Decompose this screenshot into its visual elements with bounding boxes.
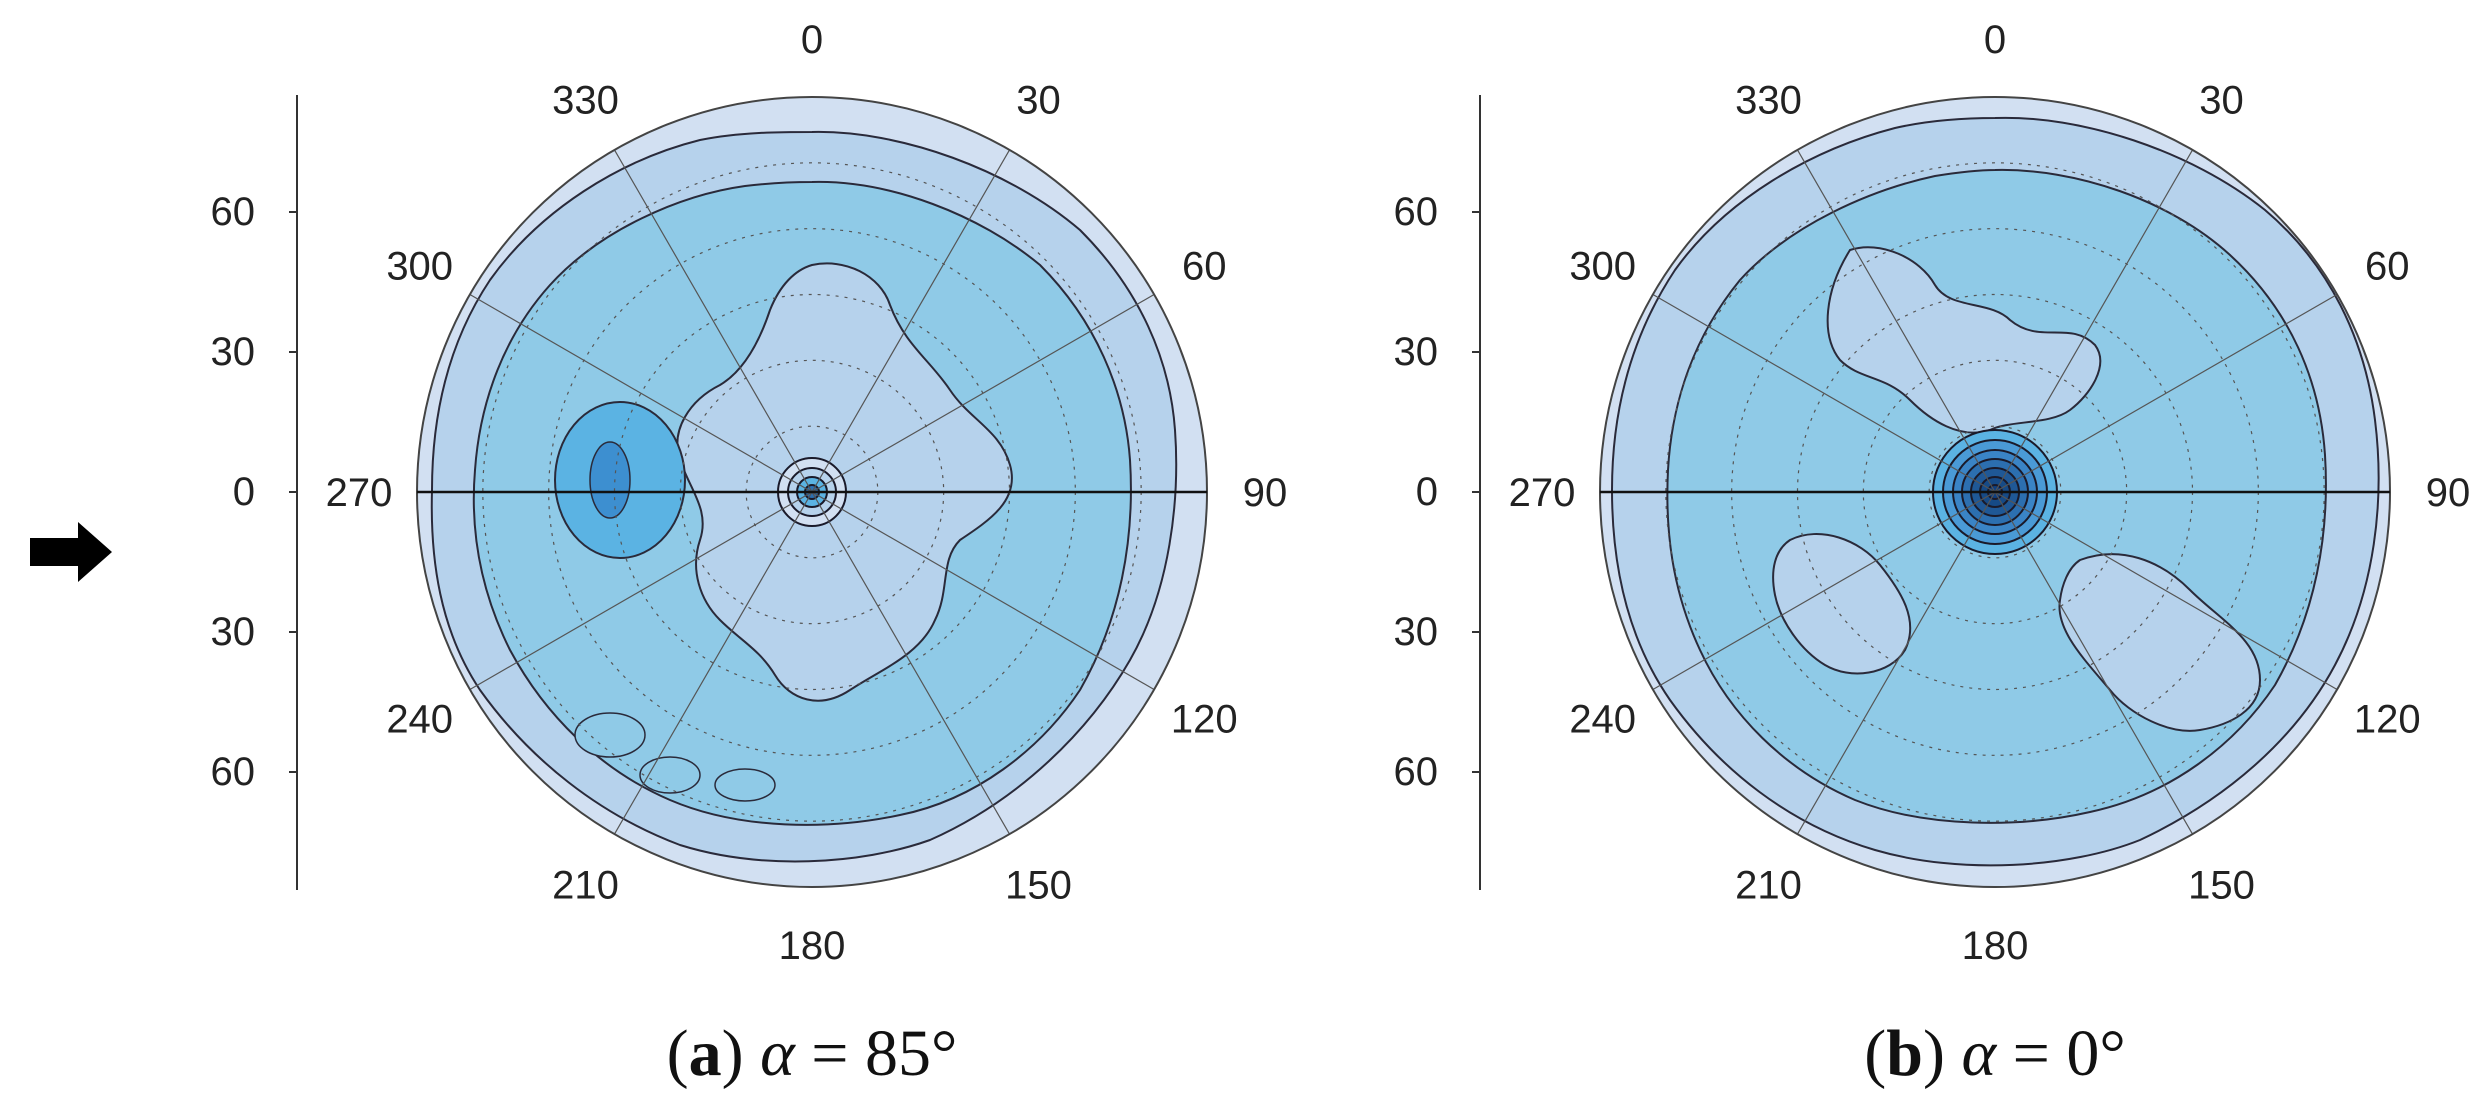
contour-blob-s	[714, 768, 776, 802]
angular-tick-label: 330	[552, 79, 619, 123]
grid-spoke	[1796, 149, 1996, 493]
contour-blob-sw	[574, 712, 646, 758]
angular-tick-label: 210	[552, 863, 619, 907]
radial-tick-label: 30	[211, 610, 256, 654]
grid-spoke	[1994, 149, 2194, 493]
caption-paren-close: )	[722, 1017, 760, 1090]
angular-tick-label: 270	[1509, 471, 1576, 515]
angular-tick-label: 60	[1182, 245, 1227, 289]
angular-tick-label: 300	[1569, 245, 1636, 289]
angular-tick-label: 180	[779, 924, 846, 968]
angular-tick-label: 30	[2199, 79, 2244, 123]
radial-tick-label: 60	[211, 750, 256, 794]
polar-chart-b: 60 30 0 30 60	[1394, 18, 2471, 1090]
contour-blob-ssw	[639, 756, 701, 794]
grid-spoke	[469, 293, 813, 493]
angular-tick-label: 210	[1735, 863, 1802, 907]
polar-chart-a: 60 30 0 30 60	[211, 18, 1288, 1090]
contour-blob-270-core	[589, 441, 631, 519]
angular-tick-label: 240	[1569, 698, 1636, 742]
grid-spoke	[613, 491, 813, 835]
angular-ticks: 0 30 60 90 120 150 180 210 240 270 300 330	[1509, 18, 2471, 968]
angular-tick-label: 180	[1962, 924, 2029, 968]
angular-tick-label: 90	[1243, 471, 1288, 515]
angular-tick-label: 60	[2365, 245, 2410, 289]
angular-tick-label: 330	[1735, 79, 1802, 123]
angular-tick-label: 300	[386, 245, 453, 289]
radial-ticks: 60 30 0 30 60	[1394, 190, 1480, 794]
caption-rest: = 85°	[795, 1017, 958, 1090]
grid-spoke	[811, 149, 1011, 493]
angular-ticks: 0 30 60 90 120 150 180 210 240 270 300 330	[326, 18, 1288, 968]
grid-spoke	[1652, 293, 1996, 493]
angular-tick-label: 120	[1171, 698, 1238, 742]
grid-spoke	[811, 491, 1011, 835]
grid-spoke	[1994, 293, 2338, 493]
angular-tick-label: 30	[1016, 79, 1061, 123]
angular-tick-label: 0	[1984, 18, 2006, 62]
contour-level-1-se	[2058, 553, 2262, 732]
angular-tick-label: 90	[2426, 471, 2471, 515]
angular-tick-label: 120	[2354, 698, 2421, 742]
grid-spoke	[1994, 491, 2194, 835]
angular-tick-label: 150	[1005, 863, 1072, 907]
grid-spoke	[1994, 491, 2338, 691]
radial-ticks: 60 30 0 30 60	[211, 190, 297, 794]
angular-tick-label: 0	[801, 18, 823, 62]
grid-spoke	[811, 491, 1155, 691]
radial-tick-label: 30	[1394, 330, 1439, 374]
grid-spoke	[469, 491, 813, 691]
angular-tick-label: 270	[326, 471, 393, 515]
grid-spoke	[1796, 491, 1996, 835]
radial-tick-label: 30	[1394, 610, 1439, 654]
radial-tick-label: 30	[211, 330, 256, 374]
radial-tick-label: 60	[1394, 190, 1439, 234]
caption-symbol: α	[1961, 1017, 1997, 1090]
right-arrow-icon	[30, 522, 112, 582]
caption-letter: a	[689, 1017, 722, 1090]
radial-tick-label: 60	[1394, 750, 1439, 794]
radial-tick-label: 0	[233, 470, 255, 514]
radial-tick-label: 0	[1416, 470, 1438, 514]
caption-symbol: α	[760, 1017, 796, 1090]
caption-rest: = 0°	[1996, 1017, 2126, 1090]
contour-level-1-inner	[1826, 246, 2102, 434]
caption-paren-open: (	[1864, 1017, 1886, 1090]
caption-b: (b) α = 0°	[1864, 1017, 2125, 1090]
caption-paren-open: (	[667, 1017, 689, 1090]
caption-letter: b	[1886, 1017, 1923, 1090]
grid-spoke	[613, 149, 813, 493]
caption-paren-close: )	[1923, 1017, 1961, 1090]
radial-tick-label: 60	[211, 190, 256, 234]
angular-tick-label: 150	[2188, 863, 2255, 907]
angular-tick-label: 240	[386, 698, 453, 742]
caption-a: (a) α = 85°	[667, 1017, 958, 1090]
grid-spoke	[1652, 491, 1996, 691]
grid-spoke	[811, 293, 1155, 493]
contour-level-1-sw	[1772, 533, 1912, 675]
